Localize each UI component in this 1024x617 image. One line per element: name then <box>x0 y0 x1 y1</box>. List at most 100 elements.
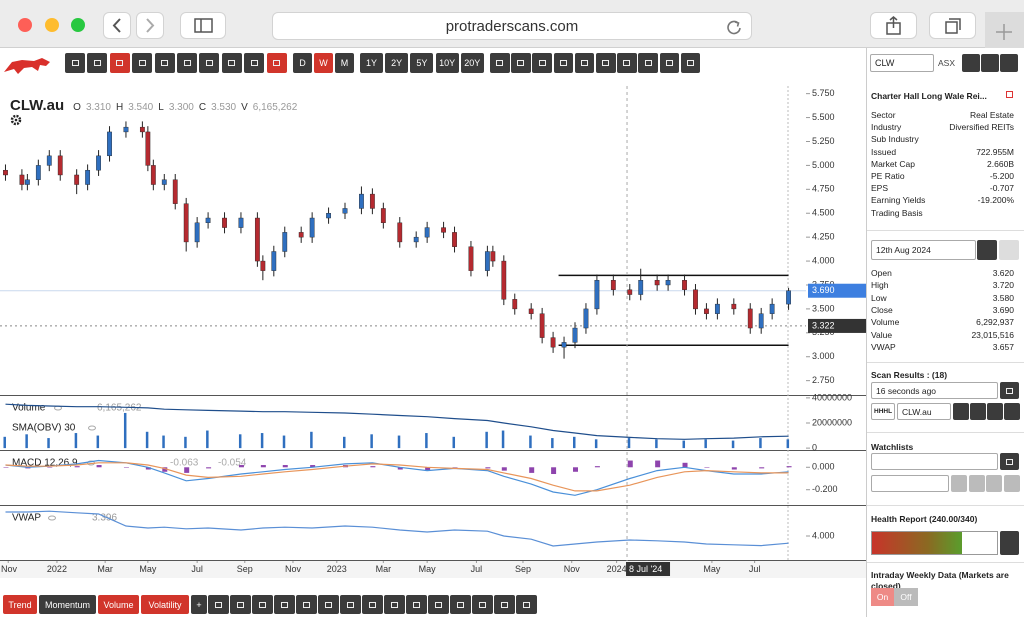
draw-tool[interactable] <box>252 595 273 614</box>
copy-button[interactable] <box>1000 382 1019 399</box>
tool-button[interactable] <box>490 53 510 73</box>
menu-button[interactable] <box>1000 453 1019 470</box>
tool-button[interactable] <box>532 53 552 73</box>
eye-icon[interactable] <box>48 515 56 521</box>
watchlist-button[interactable] <box>1003 475 1020 492</box>
reload-icon[interactable] <box>725 18 743 36</box>
url-bar[interactable]: protraderscans.com <box>272 12 752 40</box>
tool-button[interactable] <box>244 53 265 73</box>
tool-button[interactable] <box>553 53 574 73</box>
external-link[interactable] <box>1006 91 1013 98</box>
draw-tool[interactable] <box>428 595 449 614</box>
next-button[interactable] <box>999 240 1019 260</box>
tool-button[interactable] <box>87 53 108 73</box>
tool-button[interactable] <box>638 53 658 73</box>
share-button[interactable] <box>870 12 917 39</box>
range-button[interactable]: 10Y <box>435 53 459 73</box>
tool-button[interactable] <box>177 53 197 73</box>
info-button[interactable] <box>1000 531 1019 555</box>
scan-symbol[interactable]: CLW.au <box>897 403 951 420</box>
bar <box>74 466 80 468</box>
draw-tool[interactable] <box>472 595 493 614</box>
logo <box>4 58 50 74</box>
tool-button[interactable] <box>132 53 153 73</box>
period-button[interactable]: D <box>293 53 312 73</box>
draw-tool[interactable] <box>516 595 537 614</box>
candle-body <box>583 308 589 329</box>
y-tick-label: 4.000 <box>812 530 835 540</box>
gear-icon[interactable] <box>10 114 22 126</box>
toggle-on[interactable]: On <box>871 588 894 606</box>
watchlist-button[interactable] <box>951 475 967 492</box>
tool-button[interactable] <box>109 53 130 73</box>
tool-button[interactable] <box>574 53 595 73</box>
x-tick-label: Nov <box>285 564 302 574</box>
watchlist-select[interactable] <box>871 475 949 492</box>
back-button[interactable] <box>103 12 131 39</box>
watchlist-button[interactable] <box>986 475 1002 492</box>
draw-tool[interactable] <box>296 595 317 614</box>
indicator-tab[interactable]: + <box>191 595 207 614</box>
draw-tool[interactable] <box>494 595 515 614</box>
draw-tool[interactable] <box>406 595 427 614</box>
sidebar-button[interactable] <box>180 12 226 39</box>
nav-button[interactable] <box>1000 54 1018 72</box>
range-button[interactable]: 1Y <box>360 53 383 73</box>
range-button[interactable]: 5Y <box>410 53 434 73</box>
range-button[interactable]: 2Y <box>385 53 409 73</box>
period-button[interactable]: W <box>314 53 333 73</box>
watchlist-button[interactable] <box>968 475 985 492</box>
scan-time[interactable]: 16 seconds ago <box>871 382 998 399</box>
tool-button[interactable] <box>266 53 287 73</box>
candle-body <box>550 337 556 348</box>
exchange: ASX <box>938 58 956 68</box>
tool-button[interactable] <box>154 53 175 73</box>
tool-button[interactable] <box>617 53 637 73</box>
bar <box>145 467 151 470</box>
tool-button[interactable] <box>596 53 616 73</box>
indicator-tab[interactable]: Volume <box>98 595 139 614</box>
scan-nav[interactable] <box>987 403 1003 420</box>
draw-tool[interactable] <box>362 595 383 614</box>
tool-button[interactable] <box>199 53 220 73</box>
indicator-tab[interactable]: Trend <box>3 595 37 614</box>
indicator-tab[interactable]: Momentum <box>39 595 96 614</box>
eye-icon[interactable] <box>88 425 96 431</box>
ohlc-value: 3.580 <box>992 292 1014 303</box>
tool-button[interactable] <box>511 53 531 73</box>
draw-tool[interactable] <box>318 595 339 614</box>
bar <box>96 465 102 468</box>
tool-button[interactable] <box>659 53 680 73</box>
draw-tool[interactable] <box>450 595 471 614</box>
new-tab-button[interactable] <box>985 12 1024 48</box>
tool-button[interactable] <box>680 53 701 73</box>
forward-button[interactable] <box>136 12 164 39</box>
toggle-off[interactable]: Off <box>894 588 918 606</box>
nav-button[interactable] <box>962 54 980 72</box>
zoom-dot[interactable] <box>71 18 85 32</box>
watchlist-select[interactable] <box>871 453 998 470</box>
draw-tool[interactable] <box>208 595 229 614</box>
scan-nav[interactable] <box>970 403 986 420</box>
close-dot[interactable] <box>18 18 32 32</box>
scan-nav[interactable] <box>1004 403 1020 420</box>
draw-tool[interactable] <box>274 595 295 614</box>
tabs-button[interactable] <box>929 12 976 39</box>
candle-body <box>282 232 288 252</box>
candle-body <box>254 217 260 262</box>
tool-button[interactable] <box>65 53 85 73</box>
nav-button[interactable] <box>981 54 999 72</box>
candle-body <box>3 169 8 176</box>
draw-tool[interactable] <box>340 595 361 614</box>
indicator-tab[interactable]: Volatility <box>141 595 189 614</box>
draw-tool[interactable] <box>230 595 251 614</box>
range-button[interactable]: 20Y <box>460 53 484 73</box>
ohlc-label: Low <box>871 292 887 303</box>
draw-tool[interactable] <box>384 595 405 614</box>
tool-button[interactable] <box>221 53 242 73</box>
period-button[interactable]: M <box>335 53 354 73</box>
prev-button[interactable] <box>977 240 997 260</box>
symbol-input[interactable]: CLW <box>870 54 934 72</box>
minimize-dot[interactable] <box>45 18 59 32</box>
scan-nav[interactable] <box>953 403 969 420</box>
